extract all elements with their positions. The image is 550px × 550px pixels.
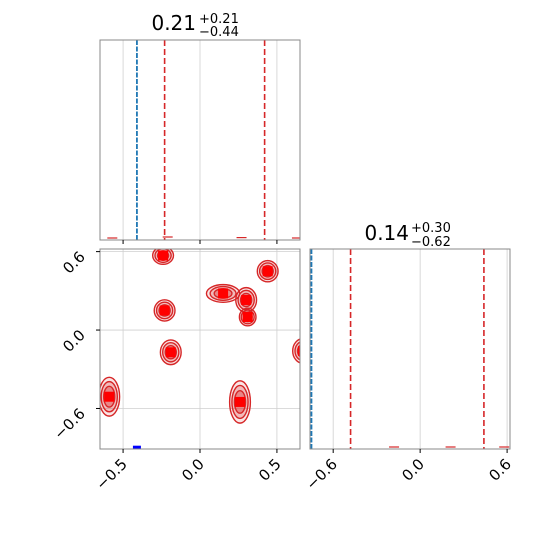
marginal-y-frame (309, 248, 511, 450)
density-core (165, 347, 176, 358)
density-core (218, 288, 229, 299)
joint-truth (132, 445, 141, 449)
marginal-x-histogram (107, 236, 300, 239)
marginal-x-title-plus: +0.21 (199, 12, 239, 27)
density-core (158, 250, 169, 261)
marginal-x-title-median: 0.21 (151, 11, 196, 35)
joint-grid (100, 249, 300, 449)
contour-outer (291, 338, 300, 364)
marginal-y-title-median: 0.14 (364, 221, 409, 245)
marginal-x-panel: 0.21 +0.21 −0.44 (99, 11, 301, 244)
marginal-x-ticks (122, 240, 278, 244)
y-tick-label: 0.0 (59, 326, 89, 356)
x-tick-label: −0.5 (92, 455, 130, 493)
truth-marker (132, 445, 141, 449)
y-tick-label: −0.6 (50, 405, 88, 443)
density-core (262, 266, 273, 277)
density-core (241, 294, 252, 305)
joint-y-ticks: −0.6 0.0 0.6 (50, 248, 100, 443)
marginal-y-x-ticks: −0.6 0.0 0.6 (303, 449, 515, 494)
x-tick-label: 0.5 (255, 455, 285, 485)
density-core (104, 391, 115, 402)
joint-x-ticks: −0.5 0.0 0.5 (92, 449, 285, 494)
marginal-y-title-plus: +0.30 (411, 221, 451, 236)
marginal-x-title-minus: −0.44 (199, 25, 239, 40)
joint-panel: −0.5 0.0 0.5 −0.6 0.0 0.6 (50, 248, 301, 494)
y-tick-label: 0.6 (59, 248, 89, 278)
density-core (298, 345, 300, 356)
marginal-x-quantiles (136, 40, 266, 240)
x-tick-label: 0.0 (398, 455, 428, 485)
density-core (242, 311, 253, 322)
marginal-y-grid (332, 249, 508, 449)
marginal-y-panel: −0.6 0.0 0.6 0.14 +0.30 −0.62 (303, 221, 515, 494)
marginal-y-quantiles (310, 249, 485, 449)
x-tick-label: 0.0 (178, 455, 208, 485)
marginal-x-grid (122, 40, 278, 240)
density-core (159, 305, 170, 316)
x-tick-label: −0.6 (303, 455, 341, 493)
density-core (235, 396, 245, 407)
marginal-y-title-minus: −0.62 (411, 235, 451, 250)
joint-contours (100, 249, 300, 424)
x-tick-label: 0.6 (485, 455, 515, 485)
